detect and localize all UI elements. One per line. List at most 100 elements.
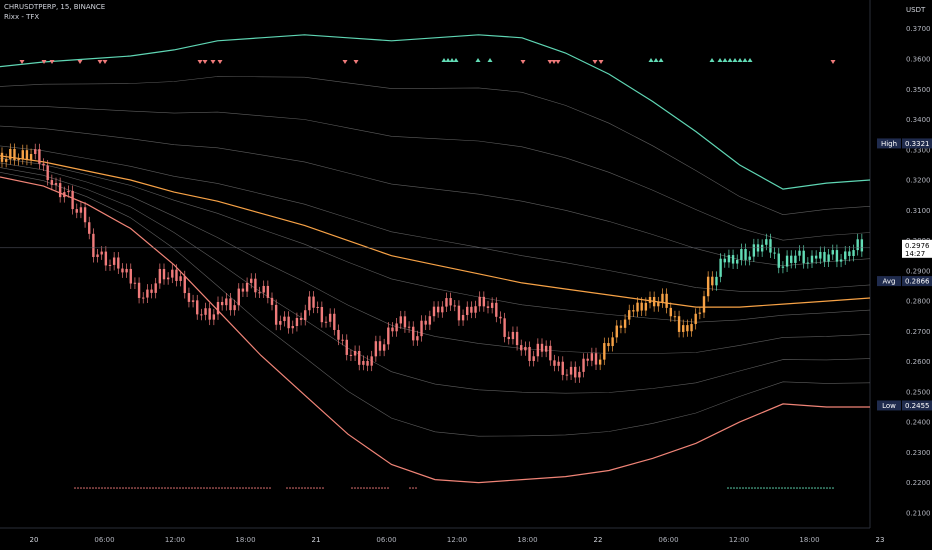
signal-dot	[286, 487, 288, 489]
signal-dot	[808, 487, 810, 489]
signal-dot	[233, 487, 235, 489]
signal-dot	[137, 487, 139, 489]
candle-body	[100, 251, 103, 255]
signal-dot	[167, 487, 169, 489]
candle-body	[366, 360, 369, 366]
candle-body	[549, 345, 552, 361]
signal-dot	[817, 487, 819, 489]
candle-body	[96, 254, 99, 258]
signal-dot	[775, 487, 777, 489]
signal-dot	[784, 487, 786, 489]
candle-body	[765, 239, 768, 245]
candle-body	[9, 148, 12, 160]
candle-body	[204, 308, 207, 315]
sell-signal	[197, 60, 203, 64]
sell-signal	[520, 60, 526, 64]
candle-body	[586, 358, 589, 361]
buy-signal	[717, 58, 723, 62]
signal-dot	[116, 487, 118, 489]
candle-body	[345, 339, 348, 355]
candle-body	[121, 268, 124, 273]
candle-body	[686, 325, 689, 332]
buy-signal	[747, 58, 753, 62]
low-marker-label-box	[877, 400, 901, 411]
currency-label: USDT	[906, 6, 926, 14]
signal-dot	[80, 487, 82, 489]
candle-body	[648, 296, 652, 303]
x-tick-label: 21	[312, 536, 321, 544]
candle-body	[324, 321, 328, 323]
signal-dot	[173, 487, 175, 489]
signal-dot	[295, 487, 297, 489]
candle-body	[736, 259, 739, 264]
x-tick-label: 12:00	[165, 536, 185, 544]
buy-signal	[742, 58, 748, 62]
signal-dot	[218, 487, 220, 489]
signal-dot	[230, 487, 232, 489]
signal-dot	[239, 487, 241, 489]
candle-body	[744, 249, 747, 260]
symbol-title: CHRUSDTPERP, 15, BINANCE	[4, 3, 106, 11]
candle-body	[661, 293, 664, 303]
candle-body	[183, 276, 186, 294]
candle-body	[428, 316, 432, 325]
candle-body	[233, 305, 236, 311]
low-marker-value-box	[902, 400, 932, 411]
signal-dot	[131, 487, 133, 489]
signal-dot	[730, 487, 732, 489]
candle-body	[731, 255, 735, 264]
candle-body	[561, 361, 564, 375]
candle-body	[590, 353, 594, 361]
signal-dot	[375, 487, 377, 489]
buy-signal	[737, 58, 743, 62]
signal-dot	[760, 487, 762, 489]
candle-body	[337, 329, 340, 340]
y-tick-label: 0.2600	[906, 358, 931, 366]
signal-dot	[409, 487, 411, 489]
signal-dot	[757, 487, 759, 489]
candle-body	[673, 316, 677, 318]
indicator-title: Rixx - TFX	[4, 13, 40, 21]
candle-body	[794, 255, 797, 263]
candle-body	[333, 313, 336, 330]
candle-body	[142, 297, 145, 299]
candle-body	[133, 282, 137, 284]
candle-body	[844, 251, 847, 260]
signal-dot	[304, 487, 306, 489]
y-tick-label: 0.2800	[906, 298, 931, 306]
signal-dot	[140, 487, 142, 489]
x-tick-label: 18:00	[235, 536, 255, 544]
candle-body	[295, 318, 299, 327]
signal-dot	[260, 487, 262, 489]
signal-dot	[191, 487, 193, 489]
candle-body	[299, 318, 303, 320]
signal-dot	[86, 487, 88, 489]
candle-body	[802, 250, 805, 264]
signal-dot	[748, 487, 750, 489]
y-tick-label: 0.3400	[906, 116, 931, 124]
candle-body	[848, 251, 851, 256]
signal-dot	[829, 487, 831, 489]
signal-dot	[200, 487, 202, 489]
candle-body	[690, 324, 693, 332]
candle-body	[528, 346, 531, 361]
candle-body	[212, 314, 216, 320]
candle-body	[715, 276, 718, 286]
candle-body	[308, 296, 311, 311]
candle-body	[432, 306, 436, 317]
signal-dot	[203, 487, 205, 489]
candle-body	[565, 374, 569, 376]
signal-dot	[161, 487, 163, 489]
candle-body	[158, 268, 162, 284]
candle-body	[58, 183, 62, 198]
candle-body	[117, 257, 120, 269]
candle-body	[200, 314, 203, 316]
signal-dot	[739, 487, 741, 489]
candle-body	[328, 313, 332, 322]
signal-dot	[242, 487, 244, 489]
signal-dot	[310, 487, 312, 489]
candle-body	[67, 190, 70, 193]
high-marker-label-box	[877, 138, 901, 149]
signal-dot	[742, 487, 744, 489]
